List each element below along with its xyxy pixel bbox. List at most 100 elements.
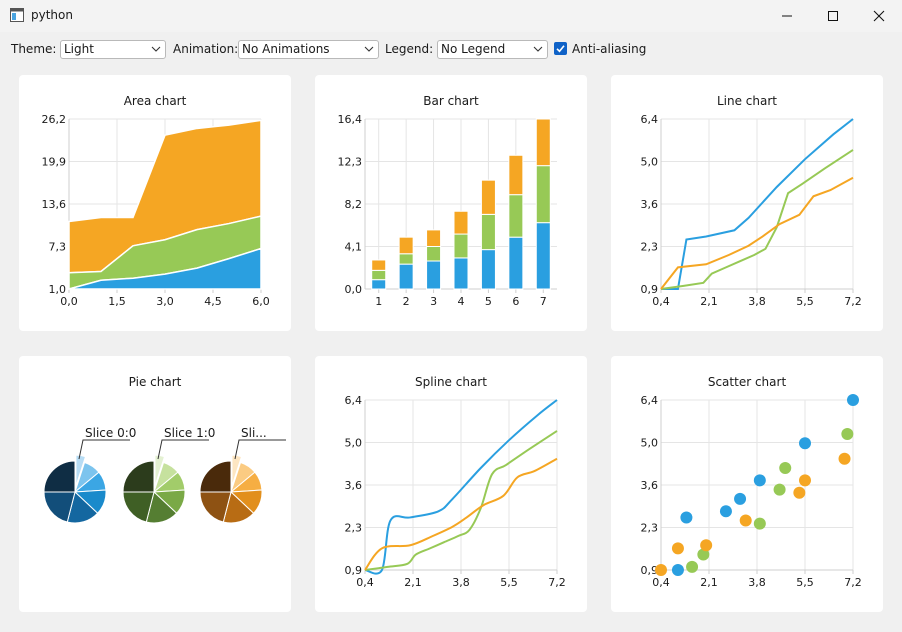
x-tick-label: 5,5 (796, 295, 814, 308)
y-tick-label: 3,6 (345, 479, 363, 492)
scatter-point (655, 564, 667, 576)
x-tick-label: 6 (512, 295, 519, 308)
bar-segment (398, 263, 414, 290)
antialiasing-checkbox[interactable] (554, 42, 567, 55)
y-tick-label: 19,9 (42, 156, 67, 169)
pie-leader-line (78, 439, 130, 460)
x-tick-label: 2,1 (700, 295, 718, 308)
pie-slice (75, 454, 87, 487)
y-tick-label: 0,0 (345, 283, 363, 296)
minimize-button[interactable] (764, 0, 810, 32)
maximize-button[interactable] (810, 0, 856, 32)
close-button[interactable] (856, 0, 902, 32)
y-tick-label: 6,4 (345, 394, 363, 407)
area-chart-card: Area chart 1,0 7,3 13,6 19,9 26,2 0,0 1,5 3,0 4,5… (19, 75, 291, 331)
chevron-down-icon (364, 46, 374, 52)
scatter-chart-card: Scatter chart 0,9 2,3 3,6 5,0 6,4 0,4 2,1 3,8 5,5… (611, 356, 883, 612)
animation-label: Animation: (173, 42, 239, 56)
y-tick-label: 5,0 (641, 156, 659, 169)
scatter-point (680, 511, 693, 524)
x-tick-label: 7,2 (548, 576, 566, 589)
bar-segment (371, 279, 387, 290)
spline-chart: Spline chart 0,9 2,3 3,6 5,0 6,4 0,4 2,1 3,8 5,5 7… (345, 375, 566, 589)
bar-segment (508, 194, 524, 238)
chevron-down-icon (151, 46, 161, 52)
chart-title: Bar chart (423, 94, 479, 108)
scatter-point (671, 564, 684, 576)
x-tick-label: 4,5 (204, 295, 222, 308)
bar-segment (398, 253, 414, 265)
pie-chart-card: Pie chart Slice 0:0 Slice 1:0 Sli... (19, 356, 291, 612)
animation-combobox[interactable]: No Animations (238, 40, 379, 59)
line-series-2 (364, 457, 558, 571)
line-series-2 (660, 176, 854, 290)
pie-slice (231, 454, 243, 487)
y-tick-label: 0,9 (345, 564, 363, 577)
legend-combobox[interactable]: No Legend (437, 40, 548, 59)
chart-title: Scatter chart (708, 375, 787, 389)
legend-label: Legend: (385, 42, 434, 56)
pie-slice (199, 491, 232, 523)
bar-segment (426, 229, 442, 247)
line-chart-card: Line chart 0,9 2,3 3,6 5,0 6,4 0,4 2,1 3,8 5,5 7,2 (611, 75, 883, 331)
pie-slice-label: Slice 0:0 (85, 426, 136, 440)
bar-segment (535, 118, 551, 167)
maximize-icon (828, 11, 838, 21)
scatter-point (753, 517, 766, 530)
close-icon (873, 10, 885, 22)
antialiasing-label: Anti-aliasing (572, 42, 647, 56)
x-tick-label: 7,2 (844, 576, 862, 589)
y-tick-label: 26,2 (42, 113, 67, 126)
scatter-point (739, 514, 752, 527)
scatter-point (700, 539, 713, 552)
scatter-chart: Scatter chart 0,9 2,3 3,6 5,0 6,4 0,4 2,1 3,8 5,5… (641, 375, 862, 589)
minimize-icon (782, 15, 792, 17)
area-chart: Area chart 1,0 7,3 13,6 19,9 26,2 0,0 1,5 3,0 4,5… (42, 94, 270, 308)
bar-segment (480, 179, 496, 215)
line-series-0 (661, 118, 854, 290)
checkmark-icon (556, 45, 565, 53)
bar-segment (535, 222, 551, 290)
x-tick-label: 2,1 (700, 576, 718, 589)
scatter-point (793, 486, 806, 499)
chevron-down-icon (533, 46, 543, 52)
pie-slice-label: Slice 1:0 (164, 426, 215, 440)
bar-segment (453, 233, 469, 259)
x-tick-label: 7 (540, 295, 547, 308)
y-tick-label: 5,0 (641, 437, 659, 450)
scatter-point (697, 548, 710, 561)
y-tick-label: 1,0 (49, 283, 67, 296)
x-tick-label: 2,1 (404, 576, 422, 589)
line-series-0 (364, 399, 558, 575)
bar-segment (480, 213, 496, 251)
x-tick-label: 3,0 (156, 295, 174, 308)
x-tick-label: 5,5 (796, 576, 814, 589)
x-tick-label: 3,8 (748, 576, 766, 589)
x-tick-label: 1,5 (108, 295, 126, 308)
y-tick-label: 8,2 (345, 198, 363, 211)
bar-segment (371, 269, 387, 281)
y-tick-label: 4,1 (345, 241, 363, 254)
animation-value: No Animations (242, 42, 330, 56)
bar-segment (426, 260, 442, 290)
x-tick-label: 5,5 (500, 576, 518, 589)
scatter-point (773, 483, 786, 496)
theme-combobox[interactable]: Light (60, 40, 166, 59)
scatter-point (734, 492, 747, 505)
bar-segment (535, 165, 551, 224)
chart-title: Line chart (717, 94, 777, 108)
scatter-point (753, 474, 766, 487)
bar-segment (371, 259, 387, 271)
x-tick-label: 3,8 (452, 576, 470, 589)
pie-chart: Pie chart Slice 0:0 Slice 1:0 Sli... (43, 375, 286, 524)
bar-segment (453, 210, 469, 235)
app-icon (10, 8, 24, 22)
bar-chart: Bar chart 0,0 4,1 8,2 12,3 16,4 1 2 3 4 5 6 7 (338, 94, 557, 308)
area-series-0 (68, 247, 262, 290)
scatter-point (799, 474, 811, 487)
y-tick-label: 16,4 (338, 113, 363, 126)
pie-slice (154, 454, 166, 487)
line-series-1 (364, 430, 558, 571)
y-tick-label: 12,3 (338, 156, 363, 169)
line-series-1 (660, 149, 854, 290)
